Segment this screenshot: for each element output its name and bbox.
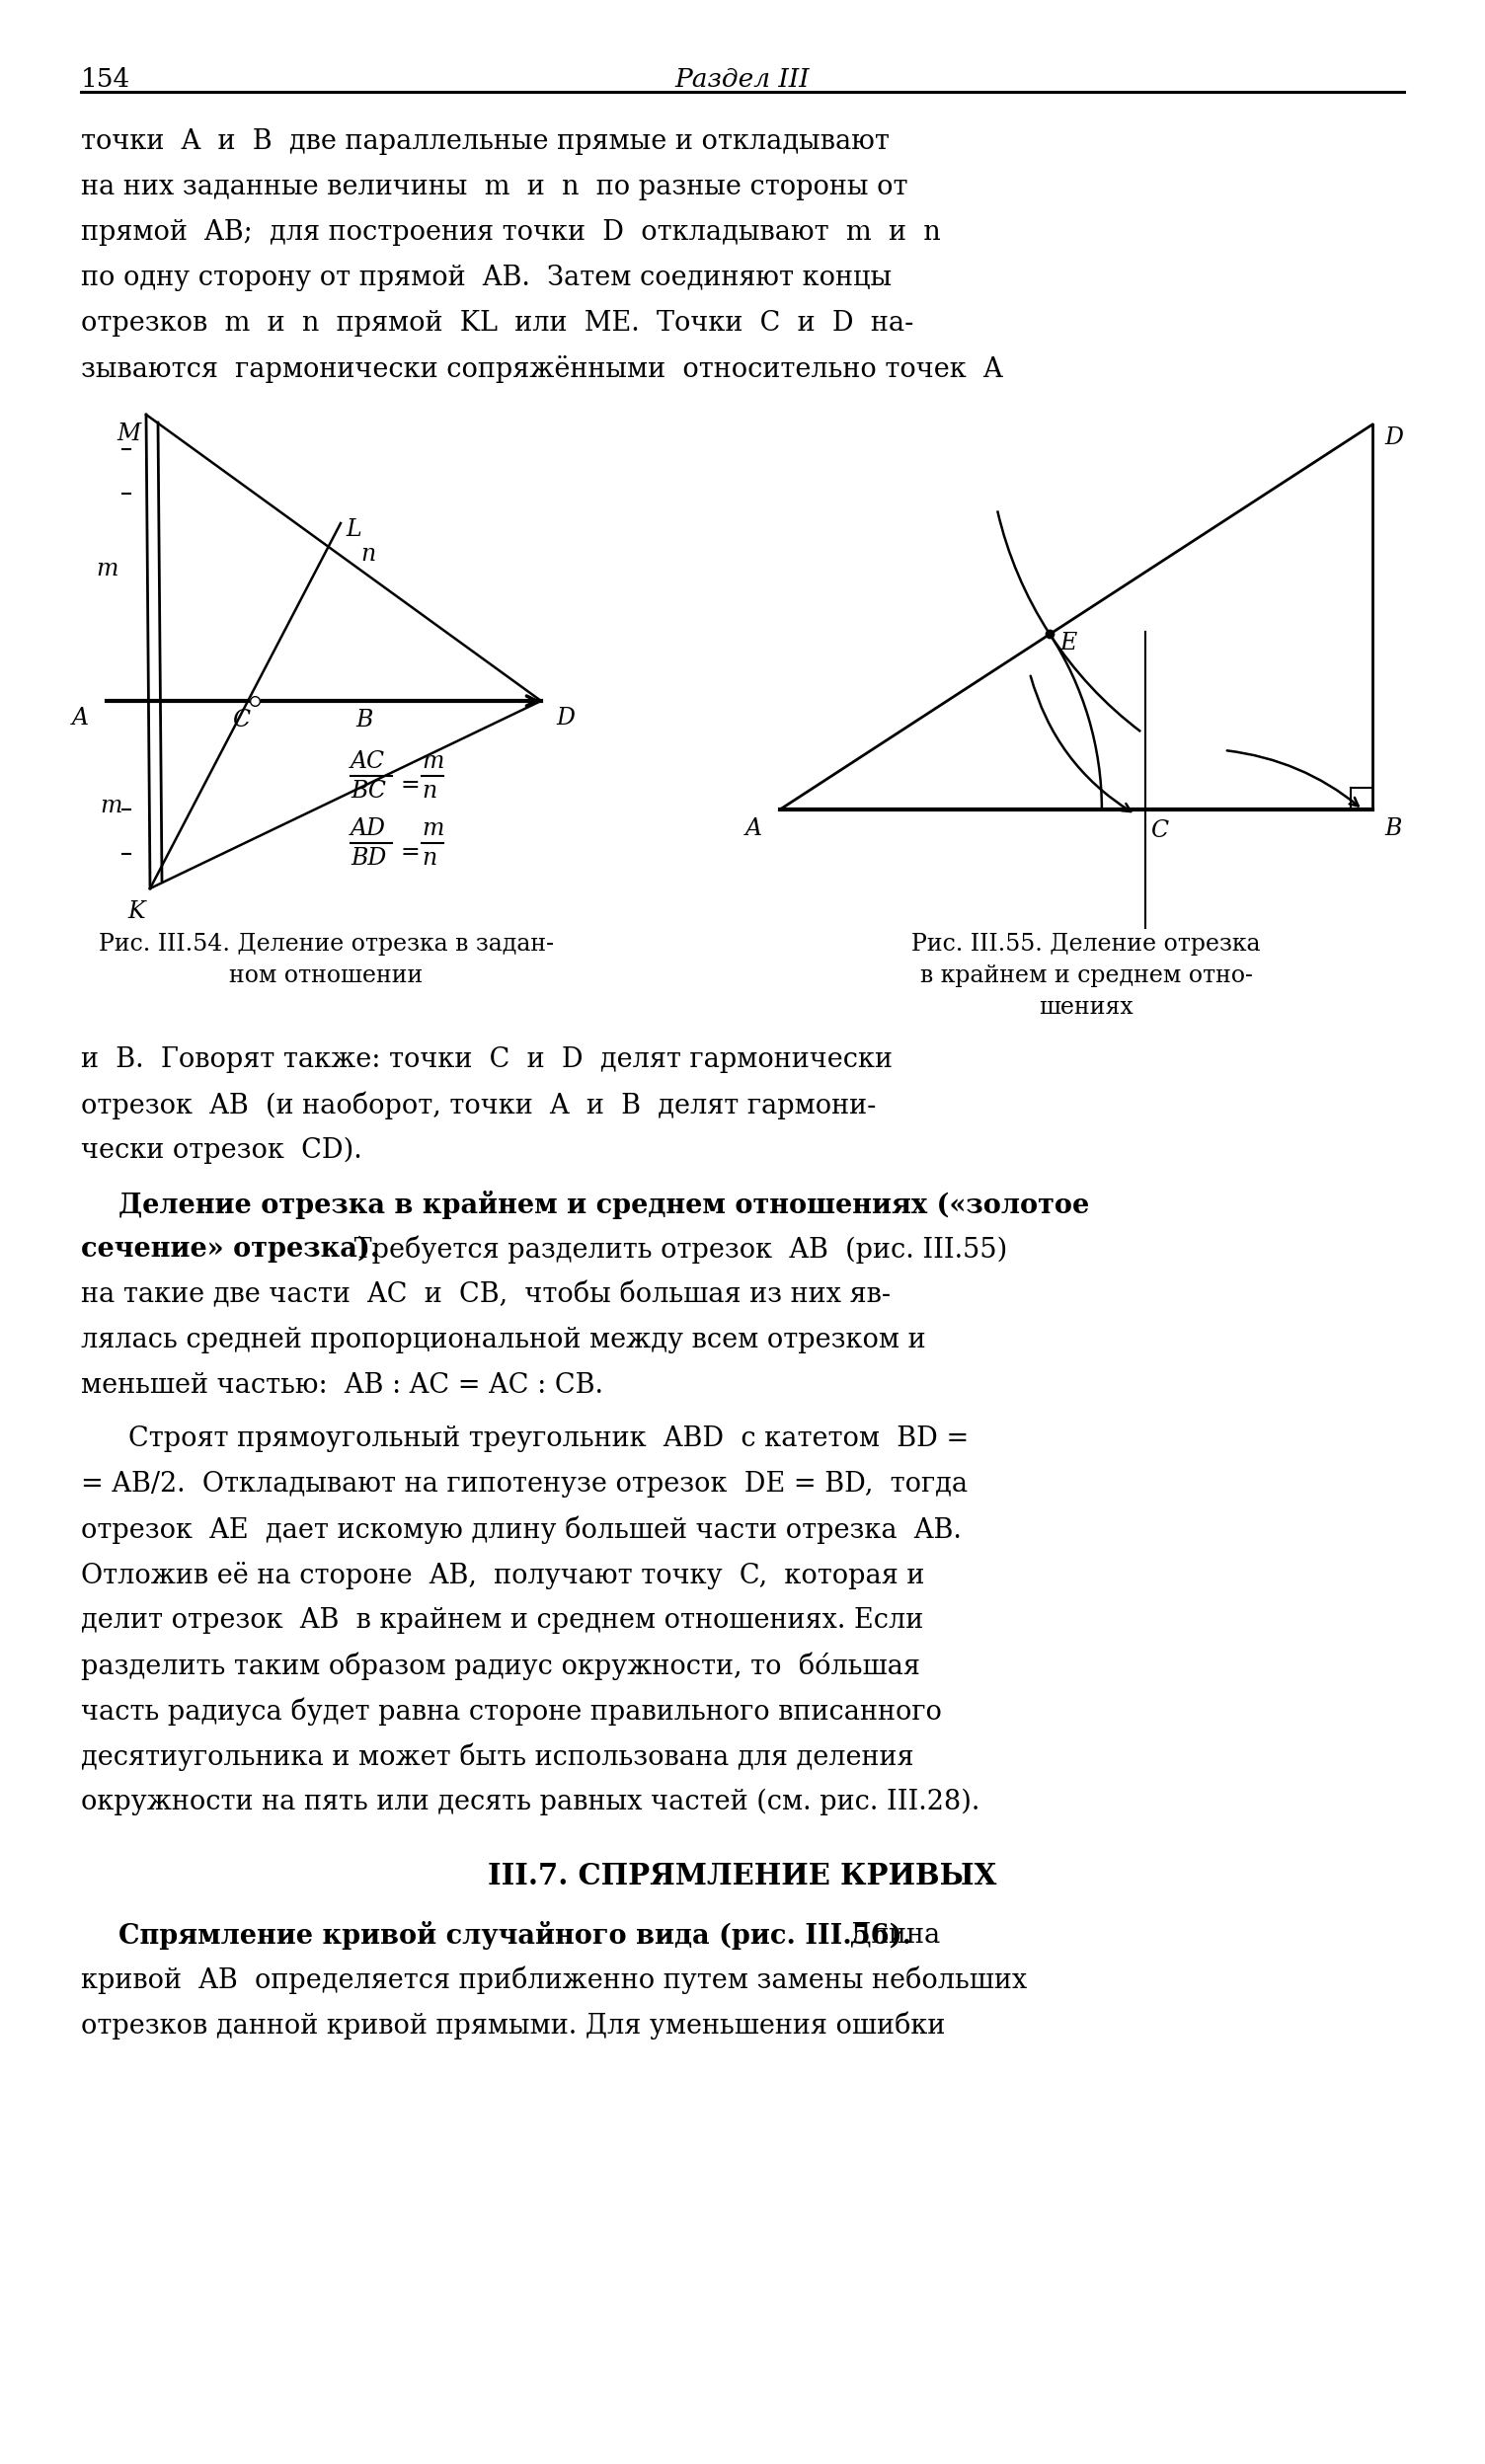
Text: точки  A  и  B  две параллельные прямые и откладывают: точки A и B две параллельные прямые и от…	[82, 128, 890, 155]
Text: BC: BC	[350, 781, 386, 803]
Text: M: M	[117, 421, 141, 446]
Text: Рис. III.55. Деление отрезка: Рис. III.55. Деление отрезка	[912, 934, 1261, 956]
Text: меньшей частью:  AB : AC = AC : CB.: меньшей частью: AB : AC = AC : CB.	[82, 1372, 603, 1400]
Text: отрезков  m  и  n  прямой  KL  или  ME.  Точки  C  и  D  на-: отрезков m и n прямой KL или ME. Точки C…	[82, 310, 913, 338]
Text: разделить таким образом радиус окружности, то  бо́льшая: разделить таким образом радиус окружност…	[82, 1653, 921, 1680]
Text: C: C	[1151, 821, 1169, 843]
Text: =: =	[399, 840, 419, 865]
Text: AD: AD	[350, 818, 386, 840]
Text: n: n	[422, 848, 437, 870]
Text: BD: BD	[350, 848, 386, 870]
Text: A: A	[73, 707, 89, 729]
Text: Рис. III.54. Деление отрезка в задан-: Рис. III.54. Деление отрезка в задан-	[98, 934, 554, 956]
Text: III.7. СПРЯМЛЕНИЕ КРИВЫХ: III.7. СПРЯМЛЕНИЕ КРИВЫХ	[489, 1863, 996, 1890]
Text: по одну сторону от прямой  AB.  Затем соединяют концы: по одну сторону от прямой AB. Затем соед…	[82, 264, 891, 291]
Text: B: B	[1384, 818, 1402, 840]
Text: на такие две части  AC  и  CB,  чтобы большая из них яв-: на такие две части AC и CB, чтобы больша…	[82, 1281, 891, 1308]
Text: десятиугольника и может быть использована для деления: десятиугольника и может быть использован…	[82, 1745, 913, 1772]
Text: зываются  гармонически сопряжёнными  относительно точек  A: зываются гармонически сопряжёнными относ…	[82, 355, 1002, 382]
Text: L: L	[346, 517, 361, 542]
Text: =: =	[399, 774, 419, 796]
Text: лялась средней пропорциональной между всем отрезком и: лялась средней пропорциональной между вс…	[82, 1326, 925, 1353]
Text: Требуется разделить отрезок  AB  (рис. III.55): Требуется разделить отрезок AB (рис. III…	[346, 1237, 1007, 1264]
Text: K: K	[128, 899, 146, 924]
Text: отрезков данной кривой прямыми. Для уменьшения ошибки: отрезков данной кривой прямыми. Для умен…	[82, 2013, 946, 2040]
Text: m: m	[97, 557, 119, 582]
Text: Раздел III: Раздел III	[676, 67, 809, 91]
Text: окружности на пять или десять равных частей (см. рис. III.28).: окружности на пять или десять равных час…	[82, 1789, 980, 1816]
Text: m: m	[101, 796, 122, 818]
Text: Спрямление кривой случайного вида (рис. III.56).: Спрямление кривой случайного вида (рис. …	[82, 1922, 912, 1949]
Text: отрезок  AE  дает искомую длину большей части отрезка  AB.: отрезок AE дает искомую длину большей ча…	[82, 1515, 962, 1545]
Text: чески отрезок  CD).: чески отрезок CD).	[82, 1138, 362, 1165]
Text: D: D	[1384, 426, 1403, 448]
Text: и  B.  Говорят также: точки  C  и  D  делят гармонически: и B. Говорят также: точки C и D делят га…	[82, 1047, 892, 1072]
Text: на них заданные величины  m  и  n  по разные стороны от: на них заданные величины m и n по разные…	[82, 175, 907, 200]
Text: ном отношении: ном отношении	[229, 963, 423, 988]
Text: E: E	[1059, 631, 1077, 655]
Text: в крайнем и среднем отно-: в крайнем и среднем отно-	[919, 963, 1252, 988]
Text: кривой  AB  определяется приближенно путем замены небольших: кривой AB определяется приближенно путем…	[82, 1966, 1028, 1993]
Text: D: D	[555, 707, 575, 729]
Text: B: B	[355, 710, 373, 732]
Text: отрезок  AB  (и наоборот, точки  A  и  B  делят гармони-: отрезок AB (и наоборот, точки A и B деля…	[82, 1092, 876, 1121]
Text: шениях: шениях	[1040, 995, 1133, 1018]
Text: делит отрезок  AB  в крайнем и среднем отношениях. Если: делит отрезок AB в крайнем и среднем отн…	[82, 1607, 924, 1634]
Text: прямой  AB;  для построения точки  D  откладывают  m  и  n: прямой AB; для построения точки D отклад…	[82, 219, 940, 246]
Text: часть радиуса будет равна стороне правильного вписанного: часть радиуса будет равна стороне правил…	[82, 1698, 941, 1727]
Text: сечение» отрезка).: сечение» отрезка).	[82, 1237, 380, 1264]
Text: Деление отрезка в крайнем и среднем отношениях («золотое: Деление отрезка в крайнем и среднем отно…	[82, 1190, 1090, 1220]
Text: m: m	[422, 818, 444, 840]
Text: Отложив её на стороне  AB,  получают точку  C,  которая и: Отложив её на стороне AB, получают точку…	[82, 1562, 925, 1589]
Text: AC: AC	[350, 749, 385, 774]
Text: Строят прямоугольный треугольник  ABD  с катетом  BD =: Строят прямоугольный треугольник ABD с к…	[128, 1427, 968, 1451]
Text: m: m	[422, 749, 444, 774]
Text: n: n	[422, 781, 437, 803]
Text: 154: 154	[82, 67, 131, 91]
Text: A: A	[745, 818, 762, 840]
Text: C: C	[232, 710, 249, 732]
Text: n: n	[361, 542, 376, 567]
Text: Длина: Длина	[841, 1922, 940, 1947]
Text: = AB/2.  Откладывают на гипотенузе отрезок  DE = BD,  тогда: = AB/2. Откладывают на гипотенузе отрезо…	[82, 1471, 968, 1498]
